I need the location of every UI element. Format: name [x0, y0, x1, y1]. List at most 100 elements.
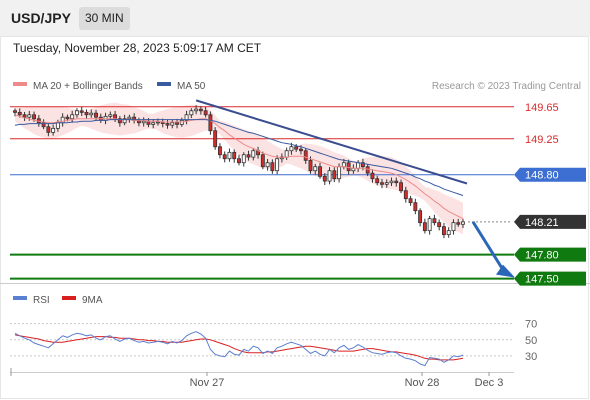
- candle-body: [17, 111, 22, 116]
- legend-swatch: [157, 82, 171, 86]
- candle-body: [165, 123, 170, 126]
- candle-body: [432, 218, 437, 224]
- candle: [165, 119, 170, 129]
- candle: [365, 164, 370, 177]
- level-tag-148.80: [514, 167, 586, 182]
- candle: [70, 110, 75, 123]
- candle-body: [156, 121, 160, 124]
- candle: [318, 162, 322, 179]
- candle: [308, 156, 313, 174]
- rsi-ma-line: [14, 334, 464, 361]
- candle-body: [380, 182, 384, 185]
- candle-body: [441, 226, 446, 236]
- candle: [303, 148, 308, 164]
- legend-label: MA 20 + Bollinger Bands: [33, 81, 143, 92]
- candle: [294, 143, 299, 152]
- candle: [222, 151, 227, 163]
- candle-body: [170, 122, 175, 126]
- level-label-148.21: 148.21: [525, 217, 559, 229]
- candle: [170, 119, 175, 129]
- bollinger-band-area: [15, 102, 463, 235]
- candle: [208, 111, 213, 135]
- candle: [413, 198, 418, 215]
- candle: [189, 108, 194, 119]
- level-label-149.65: 149.65: [525, 102, 559, 114]
- candle-body: [375, 178, 380, 184]
- candle: [84, 109, 89, 119]
- candle-body: [94, 112, 98, 118]
- candle-body: [51, 127, 56, 133]
- candle-body: [451, 222, 456, 232]
- ma50-line: [14, 119, 464, 196]
- candle-body: [446, 230, 451, 236]
- candle-body: [232, 151, 237, 160]
- candle: [437, 219, 442, 231]
- candle: [237, 154, 241, 166]
- candle-body: [394, 180, 399, 184]
- candle: [327, 167, 332, 185]
- candle-body: [437, 222, 442, 228]
- candle: [175, 118, 179, 129]
- candle-body: [203, 110, 208, 116]
- candle-body: [413, 202, 418, 212]
- candle-body: [294, 146, 299, 150]
- candle: [260, 151, 265, 170]
- candle-body: [237, 158, 241, 164]
- rsi-tick-label: 30: [525, 351, 537, 363]
- candle-body: [217, 146, 222, 156]
- candle-body: [303, 150, 308, 161]
- candle-body: [127, 116, 132, 120]
- candle: [446, 227, 451, 238]
- candle-body: [32, 114, 37, 120]
- candle: [403, 186, 408, 203]
- candle: [389, 177, 394, 187]
- candle: [380, 178, 384, 189]
- candle-body: [399, 182, 403, 192]
- candle-body: [356, 162, 361, 169]
- candle: [451, 219, 456, 235]
- candle: [89, 109, 94, 118]
- chart-frame: [0, 36, 589, 399]
- candle: [184, 110, 189, 125]
- candle-body: [194, 108, 199, 112]
- candle: [51, 124, 56, 136]
- candle: [227, 148, 232, 162]
- candle: [461, 218, 465, 229]
- candle-body: [384, 182, 389, 185]
- candle-body: [322, 175, 327, 182]
- forecast-arrow-head: [496, 264, 515, 278]
- candle: [127, 114, 132, 123]
- candle: [232, 149, 237, 163]
- candle-body: [318, 166, 322, 177]
- candle-body: [427, 218, 432, 232]
- candle-body: [108, 114, 113, 117]
- header-bar: USD/JPY 30 MIN: [0, 0, 590, 36]
- ma20-line: [14, 114, 464, 220]
- candle-body: [13, 110, 17, 113]
- candle-body: [241, 154, 246, 164]
- candle: [251, 148, 256, 161]
- x-tick-label: Nov 28: [405, 377, 440, 389]
- candle-body: [79, 110, 84, 113]
- candle-body: [365, 166, 370, 174]
- candle: [456, 218, 461, 227]
- candle-body: [41, 122, 46, 128]
- candle-body: [75, 110, 79, 116]
- symbol-label: USD/JPY: [11, 10, 71, 26]
- rsi-legend-swatch: [62, 296, 76, 300]
- candle-body: [284, 150, 289, 158]
- level-label-147.50: 147.50: [525, 274, 559, 286]
- candle: [194, 105, 199, 115]
- candle: [394, 177, 399, 187]
- x-tick-label: Nov 27: [190, 377, 225, 389]
- watermark: Research © 2023 Trading Central: [432, 81, 581, 92]
- candle-body: [270, 162, 275, 172]
- candle: [41, 119, 46, 130]
- candle-body: [89, 112, 94, 116]
- forecast-arrow: [471, 221, 508, 276]
- candle: [408, 195, 413, 206]
- candle-body: [251, 150, 256, 158]
- candle: [422, 218, 427, 234]
- timeframe-button[interactable]: 30 MIN: [79, 7, 130, 30]
- candle: [246, 150, 251, 161]
